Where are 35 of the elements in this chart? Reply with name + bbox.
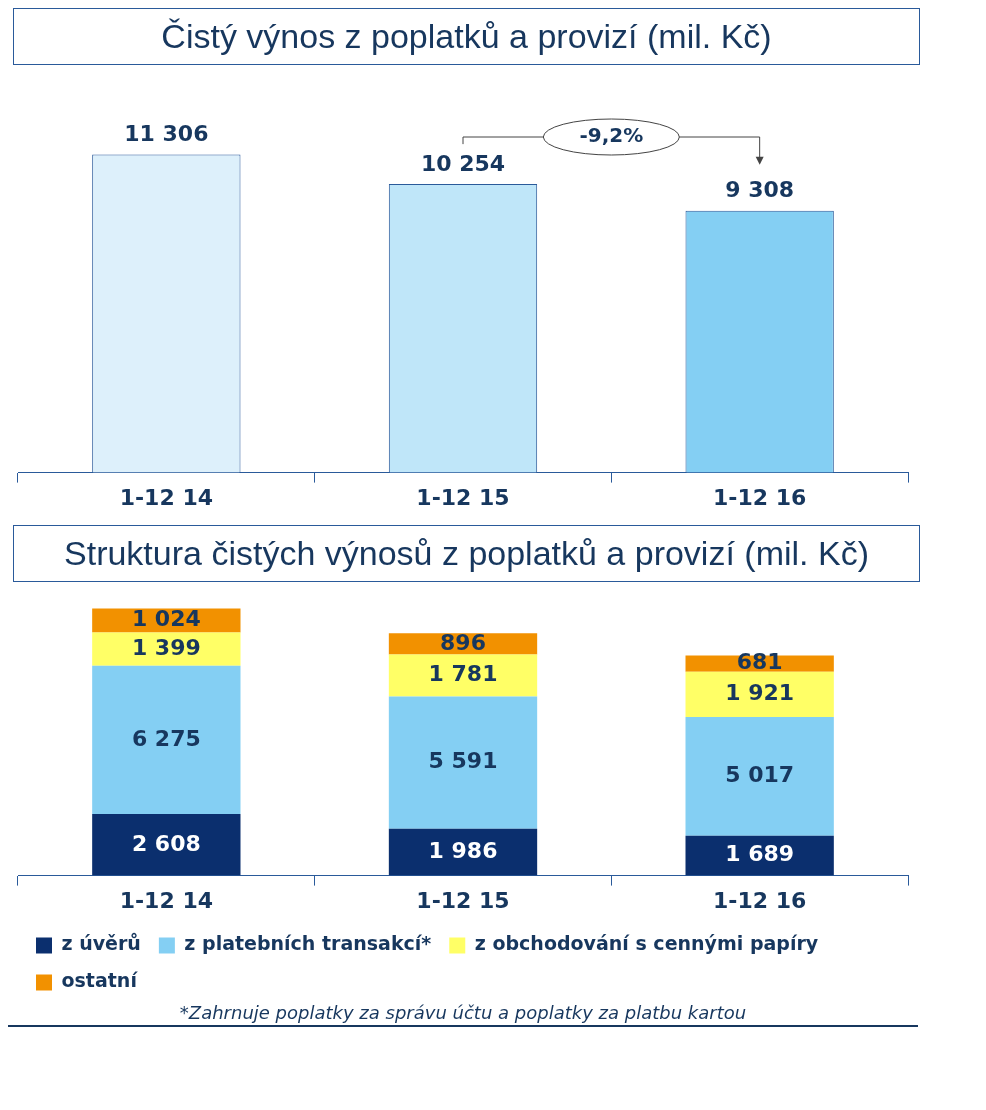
bar xyxy=(388,696,538,829)
x-tick-label: 1-12 14 xyxy=(119,887,213,913)
data-label: 5 017 xyxy=(725,762,795,788)
legend-label: z obchodování s cennými papíry xyxy=(474,932,819,955)
bar xyxy=(685,717,834,836)
data-label: 6 275 xyxy=(131,725,201,751)
x-tick-label: 1-12 16 xyxy=(713,887,807,913)
legend-label: z úvěrů xyxy=(61,932,141,955)
text: *Zahrnuje poplatky za správu účtu a poplatky za platbu kartou xyxy=(8,1002,918,1027)
data-label: 1 921 xyxy=(725,680,795,706)
x-tick-label: 1-12 16 xyxy=(713,484,807,510)
data-label: 5 591 xyxy=(428,748,498,774)
text: -9,2% xyxy=(579,123,644,148)
bar xyxy=(388,654,538,697)
data-label: 1 689 xyxy=(725,841,795,867)
legend-label: z platebních transakcí* xyxy=(184,932,432,955)
data-label: 681 xyxy=(736,649,783,675)
bar xyxy=(685,671,834,718)
data-label: 1 781 xyxy=(428,661,498,687)
data-label: 9 308 xyxy=(725,177,795,203)
bar xyxy=(92,813,241,876)
data-label: 10 254 xyxy=(420,150,506,176)
legend-label: ostatní xyxy=(61,969,139,992)
x-tick-label: 1-12 15 xyxy=(416,484,510,510)
data-label: 1 986 xyxy=(428,837,498,863)
data-label: 1 399 xyxy=(131,634,201,660)
x-tick-label: 1-12 14 xyxy=(119,484,213,510)
x-tick-label: 1-12 15 xyxy=(416,887,510,913)
chart-title: Struktura čistých výnosů z poplatků a provizí (mil. Kč) xyxy=(13,525,920,582)
chart-title: Čistý výnos z poplatků a provizí (mil. Kč) xyxy=(13,8,920,65)
bar xyxy=(92,665,241,814)
data-label: 11 306 xyxy=(124,121,209,147)
data-label: 1 024 xyxy=(131,606,201,632)
data-label: 896 xyxy=(440,629,486,655)
data-label: 2 608 xyxy=(131,830,201,856)
